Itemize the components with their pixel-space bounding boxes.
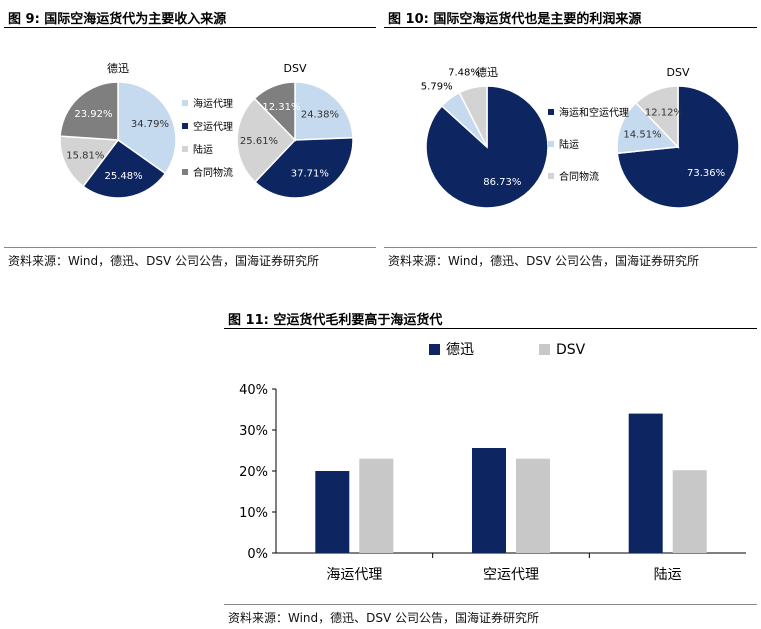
pie-1-label-0: 24.38% (301, 110, 339, 121)
x-tick-label-2: 陆运 (654, 567, 682, 583)
pie-1-label-3: 12.31% (262, 102, 300, 113)
pie-0-label-1: 5.79% (421, 81, 453, 92)
legend-swatch-2 (182, 146, 188, 152)
pie-0-slice-1 (82, 138, 167, 199)
bar-德迅-陆运 (628, 413, 663, 553)
legend-swatch-1 (548, 141, 554, 147)
pie-1-slice-0 (294, 81, 354, 141)
figure-10-bottom-rule (384, 247, 757, 248)
figure-11-top-rule (224, 328, 757, 329)
legend-label-2: 陆运 (193, 143, 213, 156)
figure-10-title: 图 10: 国际空海运货代也是主要的利润来源 (388, 12, 642, 27)
pie-1-label-2: 25.61% (240, 136, 278, 147)
figure-11-bottom-rule (224, 604, 757, 605)
y-tick-label-3: 30% (239, 424, 268, 439)
legend-label-2: 合同物流 (559, 170, 599, 183)
legend-label-0: 德迅 (446, 342, 474, 358)
pie-1-slice-2 (236, 97, 297, 184)
pie-1-slice-1 (254, 136, 354, 199)
pie-1-label-0: 73.36% (687, 168, 725, 179)
legend-swatch-0 (182, 100, 188, 106)
legend-label-1: DSV (556, 342, 586, 358)
figure-11-bar-chart: 德迅 DSV 0% 10% 20% 30% 40% 海运代理 空运代理 陆运 (239, 342, 746, 583)
pie-0-slice-2 (59, 135, 120, 188)
bar-DSV-陆运 (672, 470, 707, 553)
pie-0-slice-0 (117, 81, 177, 175)
figure-9-title: 图 9: 国际空海运货代为主要收入来源 (8, 12, 227, 27)
legend-swatch-1 (539, 344, 550, 355)
legend-label-1: 空运代理 (193, 120, 233, 133)
pie-1-slice-3 (253, 81, 296, 142)
pie-1-title: DSV (667, 66, 690, 79)
pie-0-title: 德迅 (107, 61, 129, 75)
pie-0-slice-2 (458, 85, 488, 148)
figure-9-top-rule (4, 27, 376, 28)
figure-10-source: 资料来源：Wind，德迅、DSV 公司公告，国海证券研究所 (388, 254, 700, 268)
x-tick-label-1: 空运代理 (483, 567, 539, 583)
bar-DSV-海运代理 (359, 458, 394, 553)
legend-label-0: 海运和空运代理 (559, 106, 629, 119)
bar-德迅-空运代理 (472, 448, 506, 553)
pie-1-slice-1 (616, 101, 680, 155)
figure-9-source: 资料来源：Wind，德迅、DSV 公司公告，国海证券研究所 (8, 254, 320, 268)
pie-0-slice-3 (59, 81, 119, 141)
legend-swatch-0 (429, 344, 440, 355)
figure-11-source: 资料来源：Wind，德迅、DSV 公司公告，国海证券研究所 (228, 611, 540, 625)
pie-1-label-2: 12.12% (645, 107, 683, 118)
y-tick-label-2: 20% (239, 465, 268, 480)
pie-0-label-2: 15.81% (66, 151, 104, 162)
pie-1-title: DSV (284, 62, 307, 75)
pie-0-label-3: 23.92% (74, 109, 112, 120)
figure-10-pie-charts: 德迅 86.73% 5.79% 7.48% DSV 73.36% 14.51% 12.12% 海… (421, 65, 740, 209)
figure-9-pie-charts: 德迅 34.79% 25.48%15.81% 23.92% DSV 24.38% 37.71… (59, 61, 354, 199)
pie-0-label-0: 86.73% (483, 177, 521, 188)
pie-0-label-1: 25.48% (105, 171, 143, 182)
pie-1-label-1: 37.71% (291, 168, 329, 179)
legend-label-3: 合同物流 (193, 166, 233, 179)
y-tick-label-1: 10% (239, 506, 268, 521)
legend-label-0: 海运代理 (193, 97, 233, 110)
legend-label-1: 陆运 (559, 138, 579, 151)
pie-0-label-0: 34.79% (131, 119, 169, 130)
figure-10-top-rule (384, 27, 757, 28)
figure-11-title: 图 11: 空运货代毛利要高于海运货代 (228, 313, 443, 328)
x-tick-label-0: 海运代理 (326, 567, 382, 583)
bar-德迅-海运代理 (315, 471, 350, 553)
bar-DSV-空运代理 (516, 458, 550, 553)
legend-swatch-3 (182, 169, 188, 175)
figure-9-bottom-rule (4, 247, 376, 248)
legend-swatch-1 (182, 123, 188, 129)
y-tick-label-0: 0% (247, 547, 268, 562)
pie-1-label-1: 14.51% (623, 129, 661, 140)
legend-swatch-0 (548, 109, 554, 115)
pie-0-title: 德迅 (476, 65, 498, 79)
legend-swatch-2 (548, 173, 554, 179)
pie-0-label-2: 7.48% (448, 68, 480, 79)
y-tick-label-4: 40% (239, 383, 268, 398)
pie-1-slice-2 (634, 85, 679, 149)
